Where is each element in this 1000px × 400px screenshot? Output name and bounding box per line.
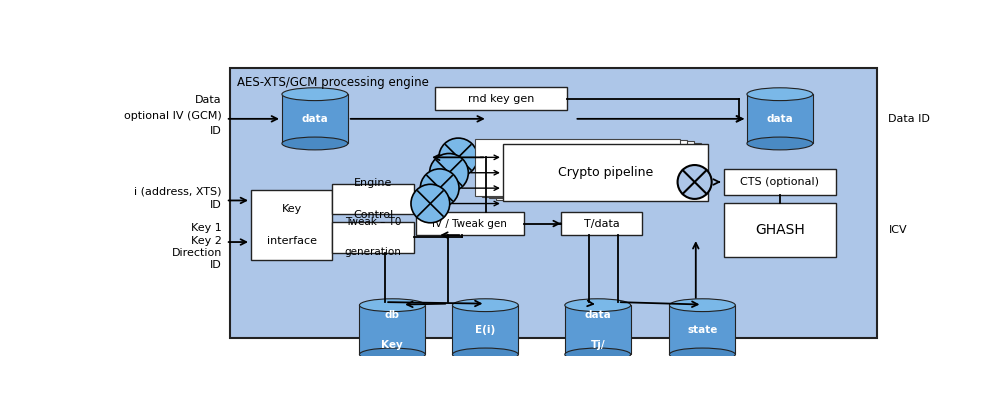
Bar — [452, 305, 518, 354]
Text: Key 1: Key 1 — [191, 223, 222, 233]
Text: IV / Tweak gen: IV / Tweak gen — [432, 218, 507, 228]
Text: Data ID: Data ID — [888, 114, 930, 124]
Bar — [230, 68, 877, 338]
Bar — [561, 212, 642, 235]
Text: Data: Data — [195, 95, 222, 105]
Text: ID: ID — [210, 200, 222, 210]
Ellipse shape — [565, 299, 631, 312]
Bar — [565, 305, 631, 354]
Text: T/data: T/data — [584, 218, 620, 228]
Text: Key: Key — [282, 204, 302, 214]
Text: Engine: Engine — [354, 178, 392, 188]
Bar — [482, 140, 687, 197]
Bar — [332, 222, 414, 253]
Bar — [747, 94, 813, 144]
Ellipse shape — [359, 348, 425, 361]
Bar — [503, 144, 708, 201]
Bar — [489, 142, 694, 198]
Text: Direction: Direction — [172, 248, 222, 258]
Bar — [496, 143, 701, 200]
Text: i (address, XTS): i (address, XTS) — [134, 186, 222, 196]
Text: generation: generation — [345, 248, 401, 258]
Bar — [416, 212, 524, 235]
Bar — [435, 87, 567, 110]
Ellipse shape — [411, 184, 450, 223]
Ellipse shape — [565, 348, 631, 361]
Text: optional IV (GCM): optional IV (GCM) — [124, 111, 222, 121]
Bar — [251, 190, 332, 260]
Text: ID: ID — [210, 260, 222, 270]
Ellipse shape — [282, 137, 348, 150]
Bar — [724, 169, 836, 195]
Text: Key 2: Key 2 — [191, 236, 222, 246]
Text: rnd key gen: rnd key gen — [468, 94, 534, 104]
Bar — [282, 94, 348, 144]
Text: Control: Control — [353, 210, 393, 220]
Bar — [359, 305, 425, 354]
Text: Key: Key — [382, 340, 403, 350]
Text: data: data — [767, 114, 793, 124]
Ellipse shape — [452, 348, 518, 361]
Ellipse shape — [747, 88, 813, 101]
Text: ICV: ICV — [888, 225, 907, 235]
Ellipse shape — [452, 299, 518, 312]
Text: E(i): E(i) — [475, 325, 496, 335]
Text: GHASH: GHASH — [755, 223, 805, 237]
Text: Tj/: Tj/ — [590, 340, 605, 350]
Text: db: db — [385, 310, 400, 320]
Ellipse shape — [439, 138, 478, 176]
Ellipse shape — [282, 88, 348, 101]
Ellipse shape — [669, 348, 735, 361]
Ellipse shape — [747, 137, 813, 150]
Text: Crypto pipeline: Crypto pipeline — [558, 166, 653, 179]
Ellipse shape — [430, 154, 468, 192]
Ellipse shape — [359, 299, 425, 312]
Bar — [332, 184, 414, 214]
Bar — [475, 139, 680, 196]
Text: interface: interface — [267, 236, 317, 246]
Text: Tweak – T0: Tweak – T0 — [345, 218, 401, 228]
Bar — [724, 203, 836, 257]
Ellipse shape — [678, 165, 712, 199]
Text: CTS (optional): CTS (optional) — [740, 177, 819, 187]
Ellipse shape — [669, 299, 735, 312]
Bar — [669, 305, 735, 354]
Text: data: data — [584, 310, 611, 320]
Text: AES-XTS/GCM processing engine: AES-XTS/GCM processing engine — [237, 76, 429, 89]
Text: data: data — [302, 114, 328, 124]
Text: ID: ID — [210, 126, 222, 136]
Text: state: state — [687, 325, 718, 335]
Ellipse shape — [420, 169, 459, 207]
